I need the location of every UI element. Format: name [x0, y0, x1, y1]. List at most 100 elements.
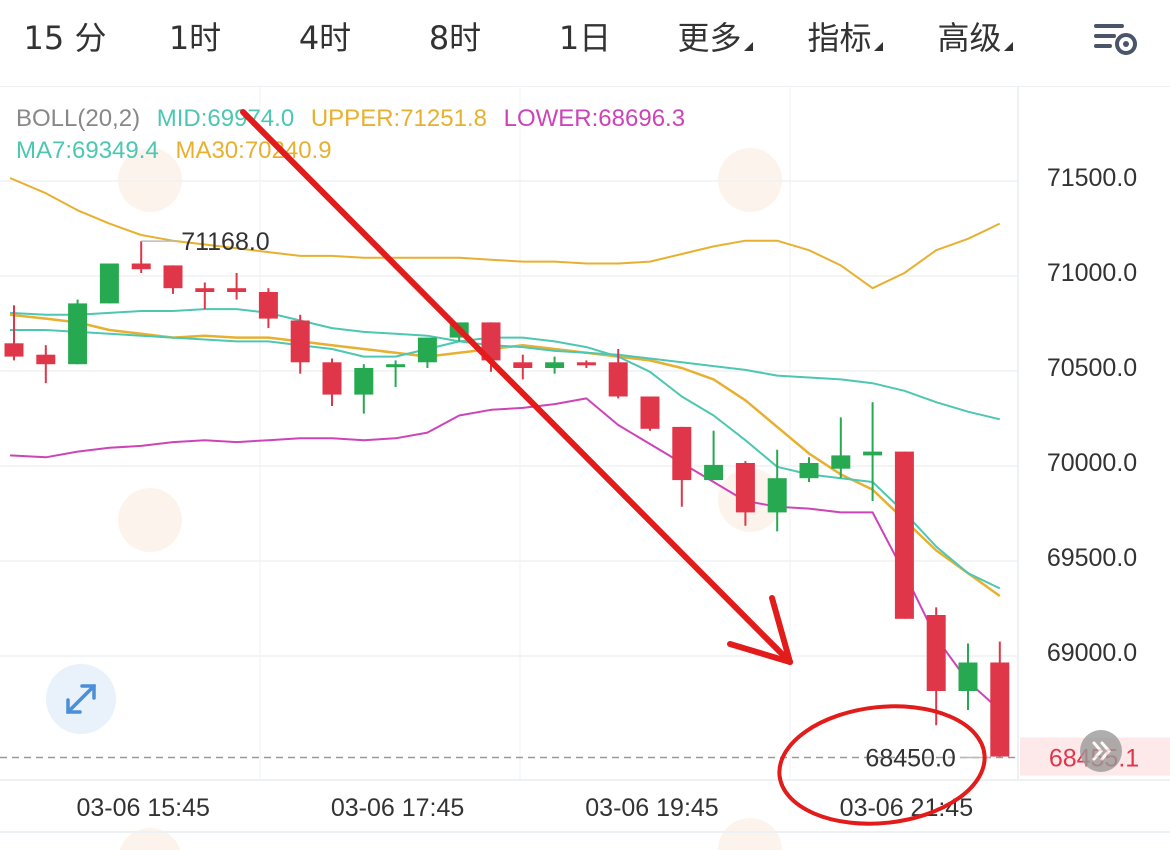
tab-more[interactable]: 更多 [650, 0, 780, 86]
candle-down [576, 360, 596, 368]
tab-label: 1时 [168, 19, 222, 57]
candle-up [417, 337, 437, 368]
candle-down [513, 354, 533, 380]
dropdown-caret-icon [743, 42, 753, 51]
mid-line [9, 308, 1001, 421]
annotation-downtrend-arrow [240, 109, 793, 665]
timeframe-tabbar: 15 分 1时 4时 8时 1日 更多 指标 高级 [0, 0, 1170, 87]
tab-label: 8时 [428, 19, 482, 57]
y-tick-label: 70500.0 [1047, 354, 1137, 382]
candlestick-chart[interactable]: 71500.0 71000.0 70500.0 70000.0 69500.0 69000… [0, 86, 1170, 850]
candle-down [36, 345, 56, 384]
candle-body [894, 451, 914, 619]
tab-1d[interactable]: 1日 [520, 0, 650, 86]
candle-body [576, 362, 596, 366]
candle-body [322, 362, 342, 395]
candle-up [545, 356, 565, 374]
low-marker-label: 68450.0 [865, 745, 955, 773]
candle-body [735, 463, 755, 513]
candle-up [863, 402, 883, 501]
y-axis: 71500.0 71000.0 70500.0 70000.0 69500.0 69000… [1047, 164, 1137, 667]
candle-body [227, 288, 247, 292]
ma30-line [9, 313, 1001, 598]
watermark-logo-icon [118, 148, 182, 212]
chart-settings-icon[interactable] [1090, 16, 1140, 60]
tab-1h[interactable]: 1时 [130, 0, 260, 86]
boll-upper-label: UPPER:71251.8 [311, 105, 487, 132]
candle-up [767, 449, 787, 532]
candle-body [672, 426, 692, 481]
tab-label: 高级 [937, 19, 1002, 57]
high-marker-label: 71168.0 [181, 228, 270, 256]
candle-body [608, 362, 628, 397]
candle-body [926, 615, 946, 691]
candle-up [831, 417, 851, 479]
lower-line [9, 397, 1001, 711]
x-tick-label: 03-06 15:45 [76, 794, 209, 822]
candle-body [545, 362, 565, 368]
candle-down [227, 273, 247, 300]
candle-body [195, 288, 215, 292]
tab-label: 4时 [298, 19, 352, 57]
tab-label: 更多 [677, 19, 742, 57]
y-tick-label: 69500.0 [1047, 544, 1137, 572]
candle-body [290, 320, 310, 363]
candle-body [513, 362, 533, 368]
candle-up [704, 430, 724, 481]
candle-body [68, 303, 88, 365]
tab-advanced[interactable]: 高级 [910, 0, 1040, 86]
candle-down [926, 607, 946, 726]
dropdown-caret-icon [1003, 42, 1013, 51]
candle-up [68, 299, 88, 365]
tab-15m[interactable]: 15 分 [0, 0, 130, 86]
scroll-to-latest-button[interactable] [1080, 730, 1122, 772]
candle-body [417, 337, 437, 363]
candle-body [386, 364, 406, 368]
candle-body [958, 662, 978, 691]
candle-body [131, 263, 151, 270]
tab-indicators[interactable]: 指标 [780, 0, 910, 86]
tab-label: 指标 [807, 19, 872, 57]
candle-down [735, 461, 755, 526]
x-axis: 03-06 15:45 03-06 17:45 03-06 19:45 03-06 2… [76, 794, 973, 822]
candle-body [704, 464, 724, 481]
candle-body [4, 343, 24, 357]
ma7-line [10, 329, 1001, 590]
x-tick-label: 03-06 17:45 [331, 794, 464, 822]
candle-up [99, 263, 119, 304]
y-tick-label: 70000.0 [1047, 449, 1137, 477]
candle-body [258, 292, 278, 319]
watermark-logo-icon [119, 828, 181, 850]
dropdown-caret-icon [873, 42, 883, 51]
candle-body [36, 354, 56, 365]
candle-body [767, 478, 787, 513]
candle-up [354, 364, 374, 414]
watermark-layer [118, 148, 782, 850]
x-tick-label: 03-06 19:45 [585, 794, 718, 822]
tab-label: 1日 [558, 19, 612, 57]
y-tick-label: 69000.0 [1047, 639, 1137, 667]
ma30-label: MA30:70240.9 [175, 137, 331, 164]
indicator-lines [9, 177, 1001, 711]
tab-8h[interactable]: 8时 [390, 0, 520, 86]
candle-up [799, 457, 819, 482]
y-tick-label: 71500.0 [1047, 164, 1137, 192]
tab-4h[interactable]: 4时 [260, 0, 390, 86]
candle-down [4, 305, 24, 361]
watermark-logo-icon [718, 818, 782, 850]
expand-arrows-icon [66, 684, 96, 714]
chevron-double-right-icon [1092, 741, 1111, 761]
expand-chart-button[interactable] [46, 664, 116, 734]
candle-up [386, 360, 406, 387]
candle-body [354, 368, 374, 395]
candle-down [290, 314, 310, 374]
candle-down [990, 641, 1010, 758]
boll-lower-label: LOWER:68696.3 [504, 105, 685, 132]
candle-down [322, 358, 342, 406]
candle-body [990, 662, 1010, 757]
boll-mid-label: MID:69974.0 [157, 105, 294, 132]
candle-down [894, 451, 914, 619]
candle-down [608, 349, 628, 399]
candle-body [163, 265, 183, 289]
candle-body [799, 463, 819, 479]
